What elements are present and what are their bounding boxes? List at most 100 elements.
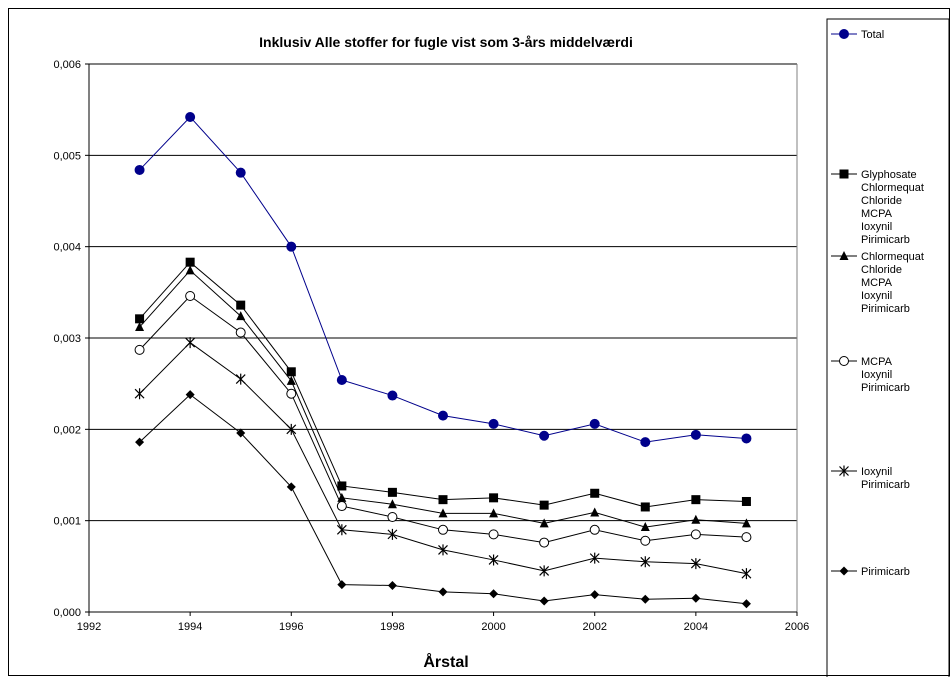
series-4 [134, 290, 752, 548]
legend-label: Chlormequat [861, 251, 924, 263]
data-point [438, 495, 448, 505]
legend-label: Chloride [861, 195, 902, 207]
data-point [488, 529, 499, 540]
data-point [185, 111, 196, 122]
data-point [640, 535, 651, 546]
data-point [589, 418, 600, 429]
data-point [286, 367, 296, 377]
data-point [589, 524, 600, 535]
data-point [741, 433, 752, 444]
legend-label: MCPA [861, 356, 893, 368]
data-point [488, 418, 499, 429]
x-tick-label: 2004 [684, 621, 708, 633]
data-point [185, 290, 196, 301]
data-point [387, 487, 397, 497]
series-line [139, 116, 747, 443]
data-point [236, 311, 246, 321]
data-point [438, 410, 448, 421]
data-point [589, 552, 600, 564]
data-point [387, 528, 398, 540]
data-point [134, 344, 145, 355]
legend-marker [839, 356, 849, 366]
data-point [387, 512, 398, 523]
data-point [336, 501, 347, 512]
data-point [185, 265, 195, 275]
legend-label: MCPA [861, 208, 893, 220]
data-point [337, 580, 347, 590]
series-5 [134, 337, 752, 580]
y-tick-label: 0,004 [53, 242, 81, 254]
data-point [489, 589, 499, 599]
legend-label: Ioxynil [861, 221, 892, 233]
data-point [134, 388, 145, 400]
data-point [539, 430, 550, 441]
data-point [489, 493, 499, 503]
data-point [489, 508, 499, 518]
series-2 [135, 257, 751, 512]
data-point [690, 429, 701, 440]
data-point [539, 500, 549, 510]
data-point [691, 514, 701, 524]
data-point [236, 300, 246, 310]
y-tick-label: 0,006 [53, 59, 81, 71]
legend-marker [839, 465, 849, 477]
data-point [387, 499, 397, 509]
data-point [539, 596, 549, 606]
legend-marker [839, 169, 849, 179]
chart-title: Inklusiv Alle stoffer for fugle vist som… [259, 34, 633, 50]
data-point [640, 594, 650, 604]
data-point [135, 437, 145, 447]
data-point [135, 322, 145, 332]
data-point [235, 167, 246, 178]
data-point [590, 507, 600, 517]
series-3 [135, 265, 751, 532]
data-point [185, 390, 195, 400]
data-point [135, 314, 145, 324]
x-tick-label: 2000 [481, 621, 505, 633]
data-point [185, 257, 195, 267]
legend-label: Total [861, 29, 884, 41]
data-point [286, 388, 297, 399]
x-axis-title: Årstal [423, 652, 468, 671]
legend-label: Ioxynil [861, 369, 892, 381]
data-point [640, 502, 650, 512]
data-point [134, 164, 145, 175]
data-point [690, 529, 701, 540]
data-point [286, 482, 296, 492]
data-point [539, 565, 550, 577]
data-point [286, 375, 296, 385]
x-tick-label: 1992 [77, 621, 101, 633]
data-point [185, 337, 196, 349]
plot-area: 0,000 0,001 0,002 0,003 0,004 0,005 0,006 1992 1… [53, 59, 809, 633]
legend-entry: Total [831, 29, 884, 41]
legend-entry: Pirimicarb [831, 566, 910, 578]
data-point [235, 373, 246, 385]
legend-label: Glyphosate [861, 169, 917, 181]
legend-entry: GlyphosateChlormequatChlorideMCPAIoxynil… [831, 169, 924, 246]
data-point [337, 492, 347, 502]
data-point [691, 593, 701, 603]
legend-label: Ioxynil [861, 290, 892, 302]
data-point [539, 518, 549, 528]
data-point [336, 375, 347, 386]
legend-label: Ioxynil [861, 466, 892, 478]
chart-frame: Inklusiv Alle stoffer for fugle vist som… [8, 8, 950, 677]
legend-box [826, 18, 950, 677]
series-line [139, 261, 747, 508]
legend-label: MCPA [861, 277, 893, 289]
legend-label: Pirimicarb [861, 382, 910, 394]
line-chart: Inklusiv Alle stoffer for fugle vist som… [53, 18, 950, 677]
data-point [438, 524, 448, 535]
legend-label: Chlormequat [861, 182, 924, 194]
legend-label: Chloride [861, 264, 902, 276]
data-point [640, 556, 651, 568]
legend-label: Pirimicarb [861, 479, 910, 491]
data-point [438, 587, 448, 597]
legend: TotalGlyphosateChlormequatChlorideMCPAIo… [831, 29, 924, 578]
data-point [691, 495, 701, 505]
legend-label: Pirimicarb [861, 234, 910, 246]
y-tick-label: 0,000 [53, 607, 81, 619]
